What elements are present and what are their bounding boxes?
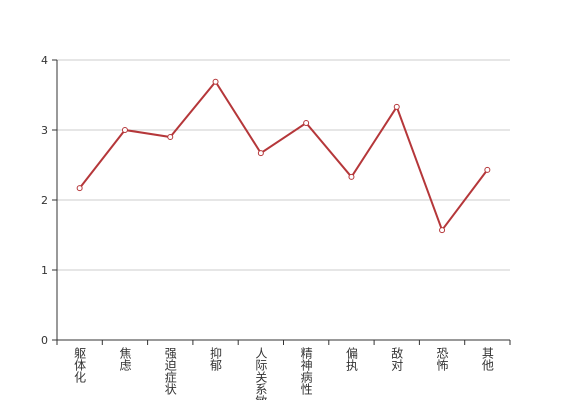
x-tick-label: 其他 xyxy=(480,347,494,371)
point xyxy=(303,120,310,126)
point xyxy=(167,134,174,140)
y-tick-label: 2 xyxy=(41,194,48,207)
x-tick-label: 敌对 xyxy=(390,346,404,371)
x-tick-label: 偏执 xyxy=(344,346,358,372)
point xyxy=(393,103,400,110)
x-tick-label: 抑郁 xyxy=(209,346,223,372)
point xyxy=(348,173,355,180)
point xyxy=(76,185,83,192)
x-tick-label: 精神病性 xyxy=(299,347,313,396)
line xyxy=(78,79,489,233)
point xyxy=(439,227,446,234)
x-tick-label: 恐怖 xyxy=(435,347,449,371)
x-tick-label: 焦虑 xyxy=(118,347,132,371)
point xyxy=(257,150,264,157)
x-tick-label: 人际关系敏感 xyxy=(254,347,268,400)
x-tick-label: 躯体化 xyxy=(73,346,87,384)
y-tick-label: 3 xyxy=(41,124,48,137)
y-tick-label: 4 xyxy=(41,54,48,67)
y-tick-label: 1 xyxy=(41,264,48,277)
y-tick-label: 0 xyxy=(41,334,48,347)
point xyxy=(212,78,219,85)
point xyxy=(484,166,491,173)
x-tick-label: 强迫症状 xyxy=(163,347,177,395)
point xyxy=(121,127,128,133)
